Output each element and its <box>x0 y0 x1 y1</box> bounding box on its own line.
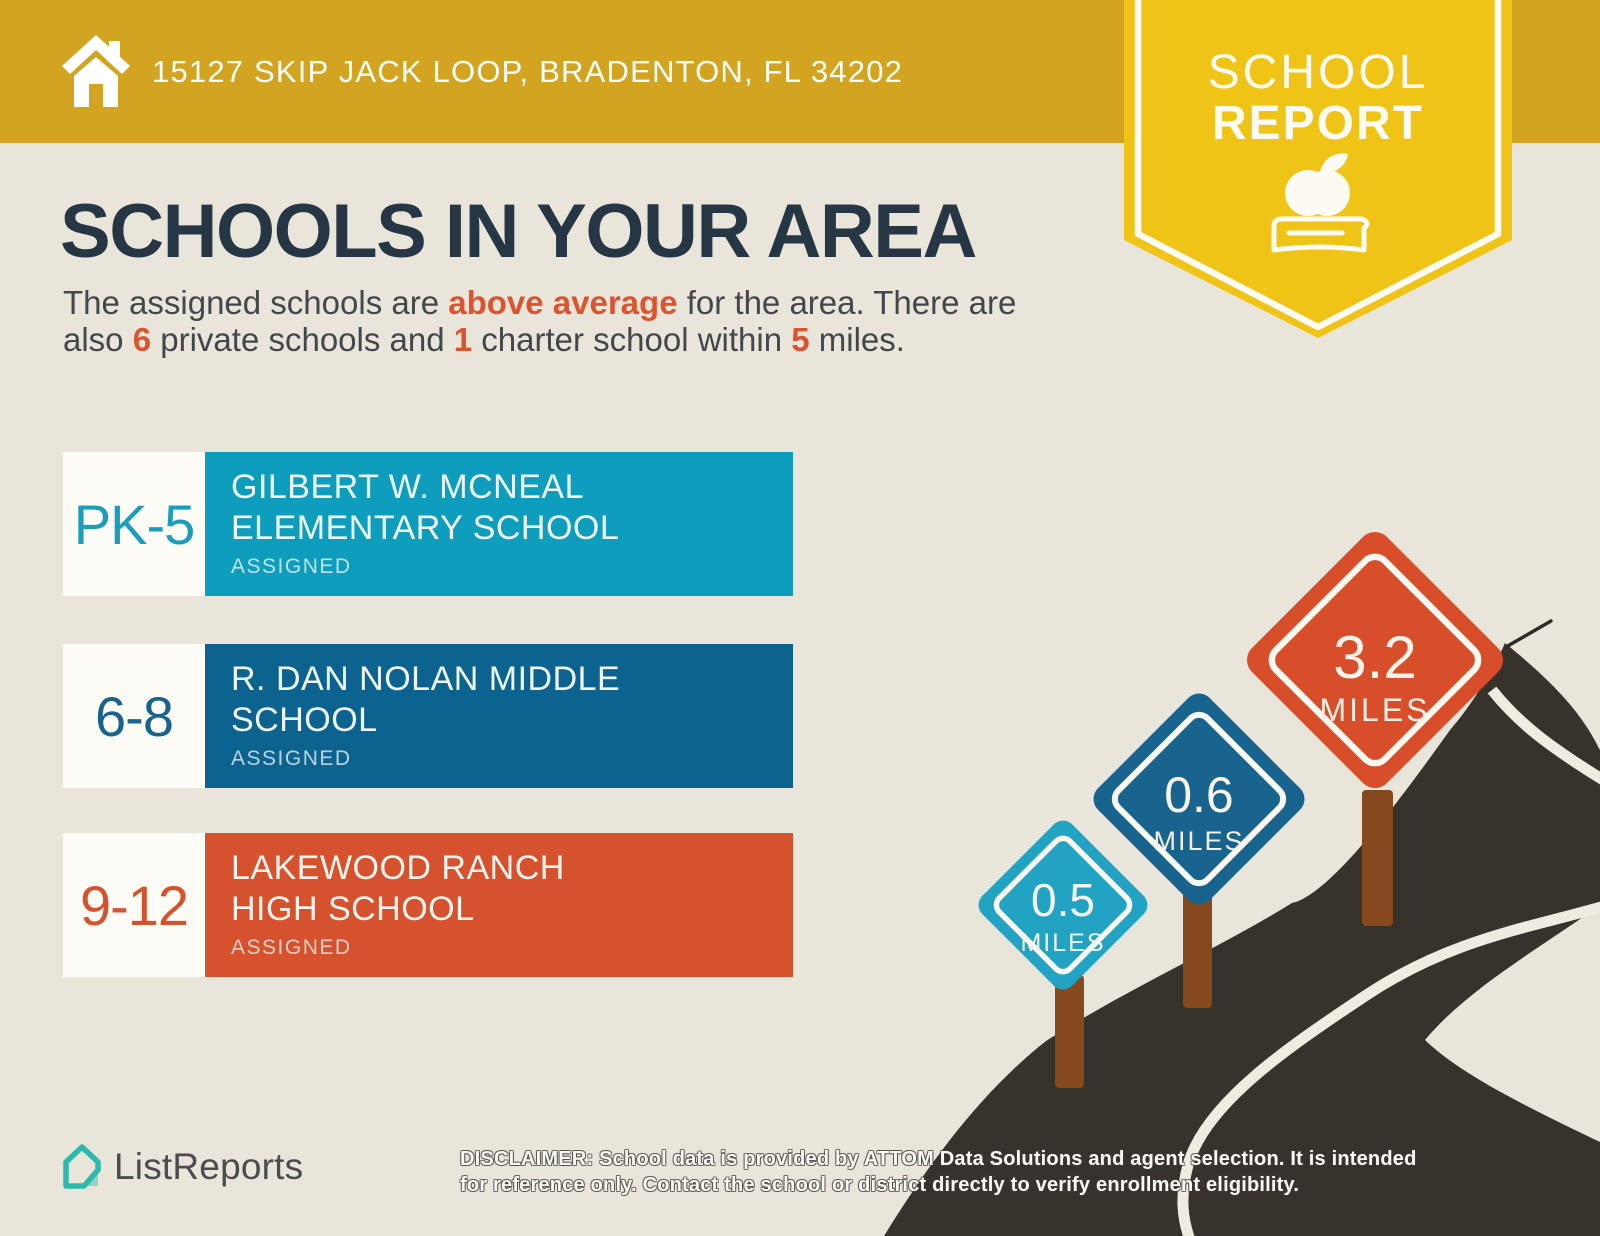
grade-range-badge: 9-12 <box>63 833 205 977</box>
school-row-high: 9-12 LAKEWOOD RANCH HIGH SCHOOL ASSIGNED <box>63 833 793 977</box>
school-name-line2: ELEMENTARY SCHOOL <box>231 509 620 547</box>
school-row-middle: 6-8 R. DAN NOLAN MIDDLE SCHOOL ASSIGNED <box>63 644 793 788</box>
summary-plain-text: private schools and <box>151 321 454 358</box>
page-title: SCHOOLS IN YOUR AREA <box>60 189 977 274</box>
school-name-line2: SCHOOL <box>231 701 378 739</box>
disclaimer-line1: School data is provided by ATTOM Data So… <box>593 1148 1417 1170</box>
distance-value: 3.2 <box>1333 624 1416 691</box>
distance-unit: MILES <box>1153 826 1244 856</box>
sign-post <box>1055 975 1084 1088</box>
disclaimer-line2: for reference only. Contact the school o… <box>460 1174 1300 1196</box>
school-name: LAKEWOOD RANCH HIGH SCHOOL <box>231 848 783 930</box>
school-info: LAKEWOOD RANCH HIGH SCHOOL ASSIGNED <box>205 833 793 977</box>
summary-accent-text: 5 <box>791 321 810 358</box>
status-badge: ASSIGNED <box>231 555 352 578</box>
school-name-line1: R. DAN NOLAN MIDDLE <box>231 660 621 698</box>
school-report-badge: SCHOOL REPORT <box>1124 0 1512 338</box>
summary-accent-text: 1 <box>453 321 473 358</box>
school-name-line1: GILBERT W. MCNEAL <box>231 468 584 506</box>
listreports-house-icon <box>63 1144 101 1189</box>
badge-ribbon-shape <box>1124 0 1512 338</box>
apple-icon <box>1285 153 1350 216</box>
distance-unit: MILES <box>1319 692 1430 728</box>
summary-plain-text: charter school within <box>472 321 792 358</box>
book-icon <box>1271 216 1370 253</box>
distance-sign-06 <box>1093 693 1305 905</box>
summary-plain-text: The assigned schools are <box>63 284 449 321</box>
school-name-line1: LAKEWOOD RANCH <box>231 849 565 887</box>
status-badge: ASSIGNED <box>231 936 352 959</box>
disclaimer-label: DISCLAIMER: <box>460 1148 594 1170</box>
distance-value: 0.5 <box>1031 874 1095 926</box>
distance-sign-32 <box>1246 531 1504 789</box>
sign-post <box>1362 790 1393 926</box>
status-badge: ASSIGNED <box>231 747 352 770</box>
badge-line1: SCHOOL <box>1208 46 1429 99</box>
school-name: GILBERT W. MCNEAL ELEMENTARY SCHOOL <box>231 467 783 549</box>
school-row-elementary: PK-5 GILBERT W. MCNEAL ELEMENTARY SCHOOL… <box>63 452 793 596</box>
distance-sign-05 <box>978 820 1148 990</box>
school-name: R. DAN NOLAN MIDDLE SCHOOL <box>231 659 783 741</box>
disclaimer-text: DISCLAIMER: School data is provided by A… <box>460 1146 1560 1198</box>
home-icon <box>62 35 130 107</box>
school-info: GILBERT W. MCNEAL ELEMENTARY SCHOOL ASSI… <box>205 452 793 596</box>
summary-plain-text: also <box>63 321 133 358</box>
school-name-line2: HIGH SCHOOL <box>231 890 475 928</box>
school-info: R. DAN NOLAN MIDDLE SCHOOL ASSIGNED <box>205 644 793 788</box>
summary-plain-text: miles. <box>809 321 905 358</box>
summary-accent-text: above average <box>448 284 678 321</box>
summary-accent-text: 6 <box>132 321 152 358</box>
summary-text: The assigned schools are above average f… <box>63 284 1143 358</box>
summary-plain-text: for the area. There are <box>677 284 1017 321</box>
brand-name: ListReports <box>114 1146 304 1187</box>
road-illustration: 0.5 MILES 0.6 MILES 3.2 MILES <box>884 531 1600 1236</box>
sign-post <box>1183 890 1212 1008</box>
road-horizon-line <box>1504 619 1553 649</box>
listreports-logo: ListReports <box>60 1142 303 1192</box>
grade-range-badge: PK-5 <box>63 452 205 596</box>
grade-range-badge: 6-8 <box>63 644 205 788</box>
property-address: 15127 SKIP JACK LOOP, BRADENTON, FL 3420… <box>152 53 904 89</box>
distance-unit: MILES <box>1020 929 1105 957</box>
badge-line2: REPORT <box>1212 97 1424 150</box>
badge-inner-border <box>1134 0 1502 331</box>
distance-value: 0.6 <box>1164 767 1234 823</box>
